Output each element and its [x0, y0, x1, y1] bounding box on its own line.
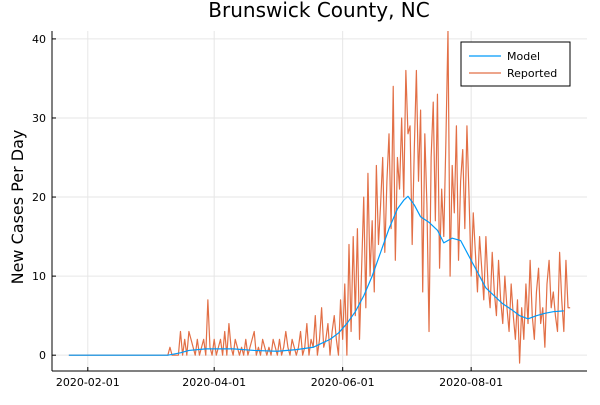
legend: Model Reported: [460, 41, 571, 87]
y-axis-label: New Cases Per Day: [8, 130, 27, 285]
x-tick-label-3: 2020-08-01: [439, 376, 503, 389]
legend-label-reported: Reported: [507, 67, 557, 80]
y-tick-label-4: 40: [32, 33, 46, 46]
series-line-model: [68, 195, 564, 356]
chart-title: Brunswick County, NC: [208, 0, 429, 22]
y-tick-label-1: 10: [32, 270, 46, 283]
x-tick-label-2: 2020-06-01: [311, 376, 375, 389]
x-tick-label-0: 2020-02-01: [56, 376, 120, 389]
legend-box: [460, 41, 571, 87]
axes: 2020-02-01 2020-04-01 2020-06-01 2020-08-01…: [32, 31, 587, 389]
y-tick-label-0: 0: [39, 349, 46, 362]
y-tick-label-3: 30: [32, 112, 46, 125]
x-tick-label-1: 2020-04-01: [182, 376, 246, 389]
series-layer: [68, 31, 571, 364]
series-line-reported: [68, 31, 571, 364]
legend-label-model: Model: [507, 50, 540, 63]
y-tick-label-2: 20: [32, 191, 46, 204]
